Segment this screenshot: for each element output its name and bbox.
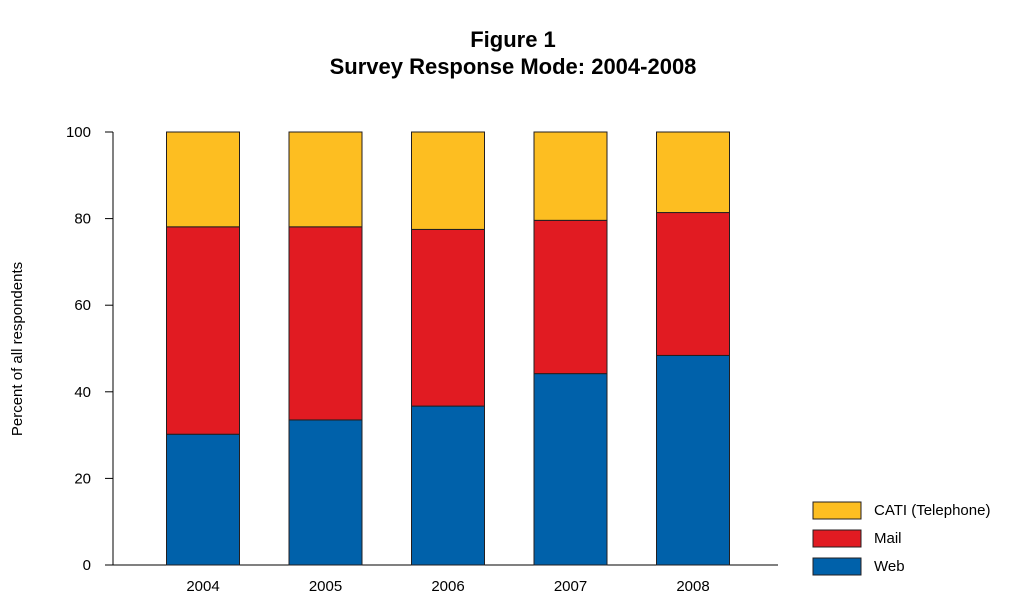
- x-tick-labels: 2004 2005 2006 2007 2008: [186, 578, 709, 595]
- bars: [166, 131, 730, 566]
- x-tick-label: 2008: [676, 578, 709, 595]
- x-tick-label: 2005: [309, 578, 342, 595]
- legend-label: CATI (Telephone): [874, 502, 990, 519]
- bar-segment-cati-telephone-2005: [288, 131, 363, 228]
- legend-label: Mail: [874, 530, 902, 547]
- y-axis-title: Percent of all respondents: [9, 262, 26, 436]
- x-tick-label: 2007: [554, 578, 587, 595]
- chart-title: Survey Response Mode: 2004-2008: [329, 54, 697, 79]
- bar-segment-cati-telephone-2004: [166, 131, 240, 228]
- bar-segment-cati-telephone-2007: [533, 131, 608, 221]
- y-tick-label: 80: [74, 211, 91, 228]
- bar-segment-web-2005: [288, 419, 363, 566]
- bar-segment-mail-2006: [411, 228, 485, 407]
- bar-segment-mail-2008: [656, 212, 730, 356]
- y-tick-labels: 0 20 40 60 80 100: [66, 124, 91, 574]
- bar-segment-cati-telephone-2008: [656, 131, 730, 214]
- figure-label: Figure 1: [470, 27, 556, 52]
- y-tick-label: 100: [66, 124, 91, 141]
- bar-segment-mail-2007: [533, 219, 608, 375]
- bar-segment-mail-2005: [288, 226, 363, 421]
- legend-swatch: [812, 557, 862, 576]
- legend: CATI (Telephone) Mail Web: [812, 501, 990, 576]
- y-tick-label: 60: [74, 297, 91, 314]
- bar-segment-web-2008: [656, 354, 730, 566]
- bar-segment-mail-2004: [166, 226, 240, 435]
- x-tick-label: 2006: [431, 578, 464, 595]
- bar-segment-cati-telephone-2006: [411, 131, 485, 230]
- y-tick-label: 0: [83, 557, 91, 574]
- y-tick-label: 20: [74, 470, 91, 487]
- bar-segment-web-2007: [533, 373, 608, 566]
- legend-label: Web: [874, 558, 905, 575]
- bar-segment-web-2006: [411, 405, 485, 566]
- x-tick-label: 2004: [186, 578, 219, 595]
- legend-swatch: [812, 529, 862, 548]
- y-tick-label: 40: [74, 384, 91, 401]
- legend-swatch: [812, 501, 862, 520]
- bar-segment-web-2004: [166, 433, 240, 566]
